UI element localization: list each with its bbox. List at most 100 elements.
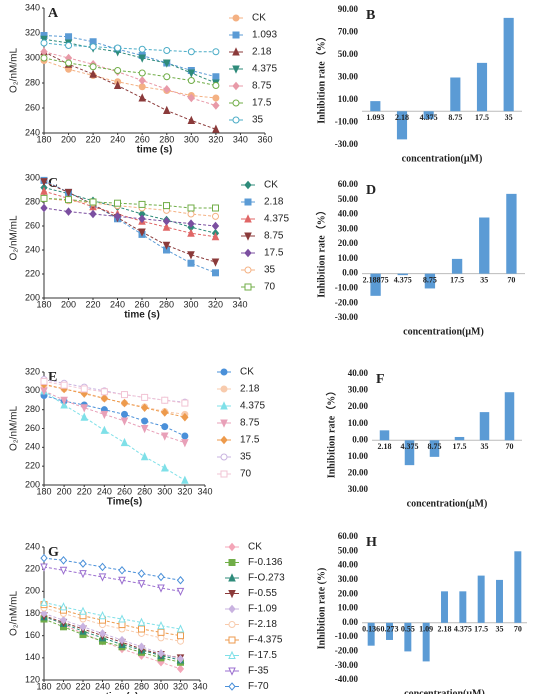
y-tick-label: 260 (25, 102, 40, 112)
marker (220, 401, 228, 410)
y-tick-label: 0.00 (342, 617, 358, 627)
marker (138, 54, 147, 63)
x-tick-label: 200 (61, 134, 76, 144)
y-tick-label: -40.00 (335, 674, 359, 684)
marker (228, 542, 236, 552)
bar (423, 111, 434, 120)
legend-label: 17.5 (252, 98, 272, 109)
marker (113, 80, 122, 89)
marker (161, 408, 169, 417)
x-tick-label: 70 (514, 625, 522, 634)
y-tick-label: 160 (25, 630, 40, 640)
x-tick-label: 320 (173, 681, 188, 691)
legend-label: F-17.5 (248, 650, 277, 661)
marker (228, 604, 236, 614)
y-tick-label: -30.00 (335, 312, 359, 322)
marker (228, 650, 236, 659)
marker (64, 207, 73, 216)
y-tick-label: 20.00 (348, 401, 369, 411)
marker (157, 572, 165, 582)
x-tick-label: 17.5 (474, 625, 488, 634)
marker (244, 180, 252, 190)
bar (450, 77, 461, 112)
y-tick-label: 10.00 (348, 418, 369, 428)
y-tick-label: 280 (25, 404, 40, 414)
x-tick-label: 220 (86, 134, 101, 144)
y-tick-label: 140 (25, 652, 40, 662)
y-tick-label: 0.00 (352, 434, 368, 444)
y-tick-label: 320 (25, 366, 40, 376)
panel-letter: E (48, 370, 57, 385)
marker (161, 396, 169, 404)
marker (163, 73, 171, 81)
series-line (43, 383, 185, 418)
x-tick-label: 180 (36, 299, 51, 309)
y-tick-label: -20.00 (335, 645, 359, 655)
marker (163, 47, 171, 54)
panel: H -40.00 -30.00 -20.00 -10.00 0.00 10.00 20.00 3… (316, 531, 527, 694)
marker (140, 452, 149, 461)
x-tick-label: 200 (56, 681, 71, 691)
y-tick-label: 200 (25, 479, 40, 489)
bar (370, 273, 381, 296)
x-tick-label: 35 (480, 275, 488, 284)
marker (232, 116, 240, 124)
y-tick-label: 220 (25, 461, 40, 471)
legend-label: 2.18 (264, 197, 284, 208)
series-line (43, 390, 186, 444)
marker (157, 649, 165, 658)
bar (476, 62, 488, 112)
marker (232, 31, 240, 39)
y-axis-label: O₂/nM/mL (9, 48, 20, 93)
panel: A 240 260 280 300 320 340 O₂/nM/mL time (s) 180 20… (9, 2, 278, 155)
marker (176, 664, 185, 674)
marker (212, 48, 220, 56)
marker (187, 259, 195, 267)
panel-letter: H (366, 535, 377, 550)
bar (479, 217, 490, 274)
x-tick-label: 260 (117, 486, 132, 496)
marker (211, 221, 220, 231)
marker (220, 419, 228, 428)
series-line (43, 51, 217, 130)
x-tick-label: 320 (208, 134, 223, 144)
x-tick-label: 35 (481, 442, 489, 451)
marker (100, 394, 109, 403)
x-tick-label: 8.75 (448, 113, 462, 122)
x-tick-label: 17.5 (450, 275, 464, 284)
legend-label: F-4.375 (248, 635, 283, 646)
marker (220, 470, 228, 478)
marker (176, 587, 185, 597)
x-tick-label: 17.5 (475, 113, 489, 122)
marker (59, 602, 68, 611)
x-axis-label: time (s) (124, 310, 160, 321)
marker (140, 403, 149, 413)
marker (113, 212, 122, 221)
bar (370, 101, 381, 112)
x-tick-label: 340 (232, 299, 247, 309)
y-tick-label: 50.00 (338, 545, 359, 555)
x-tick-label: 280 (159, 299, 174, 309)
marker (228, 621, 236, 628)
legend-label: 70 (264, 282, 276, 293)
marker (244, 283, 252, 291)
y-tick-label: 240 (25, 442, 40, 452)
y-tick-label: 90.00 (338, 4, 359, 14)
bar (506, 193, 517, 274)
marker (65, 196, 72, 204)
marker (140, 425, 149, 434)
legend-label: F-70 (248, 681, 269, 692)
y-tick-label: 10.00 (338, 94, 359, 104)
legend-label: 35 (252, 115, 264, 126)
x-tick-label: 220 (85, 299, 100, 309)
marker (244, 248, 252, 258)
bar (429, 440, 440, 457)
marker (187, 204, 195, 212)
legend-label: 4.375 (252, 64, 277, 75)
x-tick-label: 35 (496, 625, 504, 634)
marker (176, 624, 185, 633)
x-axis-label: time(s) (106, 692, 139, 694)
panel-letter: F (376, 372, 385, 387)
marker (228, 636, 236, 644)
marker (100, 388, 108, 396)
